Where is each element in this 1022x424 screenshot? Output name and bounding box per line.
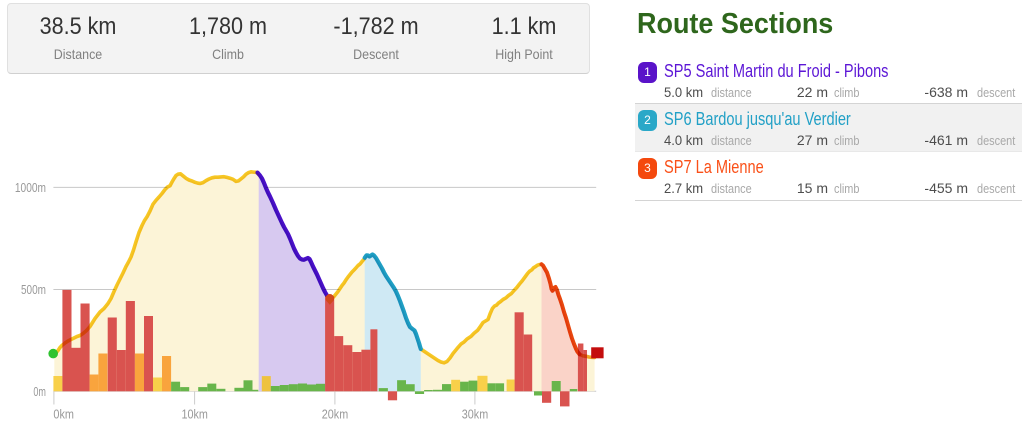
svg-text:1000m: 1000m <box>15 181 46 195</box>
svg-text:10km: 10km <box>182 407 208 421</box>
svg-text:20km: 20km <box>322 407 348 421</box>
svg-text:500m: 500m <box>21 283 46 297</box>
svg-text:0m: 0m <box>33 385 46 399</box>
svg-text:30km: 30km <box>462 407 488 421</box>
svg-text:0km: 0km <box>53 407 74 421</box>
